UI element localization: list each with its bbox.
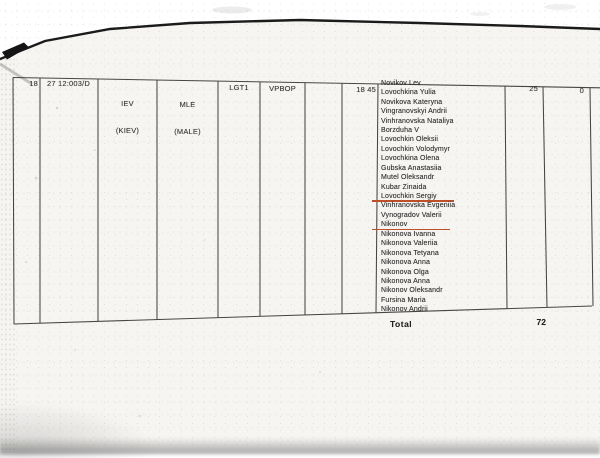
passenger-name-text: Novikov Lev	[381, 79, 421, 87]
passenger-name-row: Nikonov Oleksandr	[381, 286, 507, 295]
passenger-name-text: Lovochkin Volodymyr	[381, 145, 450, 153]
passenger-name-row: Lovochkina Olena	[381, 154, 507, 163]
passenger-name-row: Vinhranovska Nataliya	[381, 117, 507, 126]
passenger-name-text: Nikonov	[381, 221, 408, 229]
passenger-name-text: Vingranovskyi Andrii	[381, 108, 447, 116]
header-cell-row-number: 18	[29, 79, 38, 88]
passenger-name-row: Lovochkin Sergiy	[372, 192, 507, 202]
passenger-name-row: Novikova Kateryna	[381, 98, 507, 107]
passenger-name-text: Nikonova Tetyana	[381, 249, 439, 257]
header-cell-count-a: 25	[529, 83, 538, 93]
header-cell-category-code: VPBOP	[269, 84, 296, 93]
passenger-name-text: Fursina Maria	[381, 296, 426, 304]
passenger-name-row: Borzduha V	[381, 126, 507, 135]
passenger-name-text: Lovochkin Sergiy	[381, 193, 437, 201]
passenger-name-row: Nikonov	[372, 220, 507, 231]
smudge	[212, 6, 252, 14]
passenger-name-text: Novikova Kateryna	[381, 98, 443, 106]
passenger-name-row: Nikonova Ivanna	[381, 230, 507, 239]
passenger-name-row: Vingranovskyi Andrii	[381, 107, 507, 116]
red-underline-annotation	[372, 200, 454, 202]
passenger-name-row: Nikonov Andrii	[381, 305, 507, 314]
passenger-name-text: Nikonova Valeriia	[381, 240, 438, 248]
passenger-name-row: Lovochkin Oleksii	[381, 135, 507, 144]
passenger-name-row: Gubska Anastasiia	[381, 164, 507, 173]
passenger-name-row: Nikonova Anna	[381, 277, 507, 286]
passenger-name-row: Lovochkina Yulia	[381, 88, 507, 97]
passenger-name-text: Vinhranovska Nataliya	[381, 117, 454, 125]
passenger-name-row: Vinhranovska Evgeniia	[381, 201, 507, 210]
destination-city: (MALE)	[174, 127, 201, 136]
header-cell-time: 18 45	[356, 84, 376, 94]
total-value: 72	[536, 317, 546, 327]
origin-code: IEV	[121, 98, 134, 108]
passenger-name-row: Nikonova Valeriia	[381, 239, 507, 248]
passenger-name-row: Vynogradov Valerii	[381, 211, 507, 220]
passenger-name-text: Nikonova Olga	[381, 268, 429, 276]
passenger-name-row: Novikov Lev	[381, 79, 507, 88]
passenger-name-text: Nikonova Anna	[381, 259, 431, 267]
passenger-list: Novikov Lev Lovochkina Yulia Novikova Ka…	[372, 79, 507, 315]
passenger-name-text: Mutel Oleksandr	[381, 174, 435, 182]
smudge	[544, 4, 576, 10]
passenger-name-text: Vinhranovska Evgeniia	[381, 202, 456, 210]
header-cell-count-b: 0	[579, 85, 584, 95]
passenger-name-text: Gubska Anastasiia	[381, 164, 442, 172]
header-cell-destination: MLE (MALE)	[158, 82, 217, 154]
passenger-name-text: Vynogradov Valerii	[381, 211, 442, 219]
header-cell-origin: IEV (KIEV)	[99, 81, 156, 153]
total-label: Total	[390, 319, 413, 329]
passenger-name-row: Nikonova Olga	[381, 268, 507, 277]
smudge	[470, 12, 490, 16]
passenger-name-text: Lovochkin Oleksii	[381, 136, 439, 144]
passenger-name-text: Lovochkina Yulia	[381, 89, 436, 97]
passenger-name-text: Kubar Zinaida	[381, 183, 427, 191]
passenger-name-text: Nikonova Anna	[381, 277, 431, 285]
destination-code: MLE	[179, 100, 196, 109]
passenger-name-text: Nikonov Andrii	[381, 306, 428, 314]
passenger-name-text: Nikonov Oleksandr	[381, 287, 443, 295]
origin-city: (KIEV)	[115, 125, 140, 135]
passenger-name-text: Borzduha V	[381, 126, 420, 134]
passenger-name-row: Lovochkin Volodymyr	[381, 145, 507, 154]
passenger-name-row: Fursina Maria	[381, 296, 507, 305]
header-cell-record-code: 27 12:003/D	[46, 79, 91, 88]
passenger-name-text: Lovochkina Olena	[381, 155, 440, 163]
passenger-name-row: Nikonova Tetyana	[381, 249, 507, 258]
red-underline-annotation	[372, 228, 450, 231]
passenger-name-row: Nikonova Anna	[381, 258, 507, 267]
header-cell-flight-code: LGT1	[229, 82, 249, 92]
passenger-name-row: Mutel Oleksandr	[381, 173, 507, 182]
passenger-name-row: Kubar Zinaida	[381, 183, 507, 192]
passenger-name-text: Nikonova Ivanna	[381, 230, 436, 238]
